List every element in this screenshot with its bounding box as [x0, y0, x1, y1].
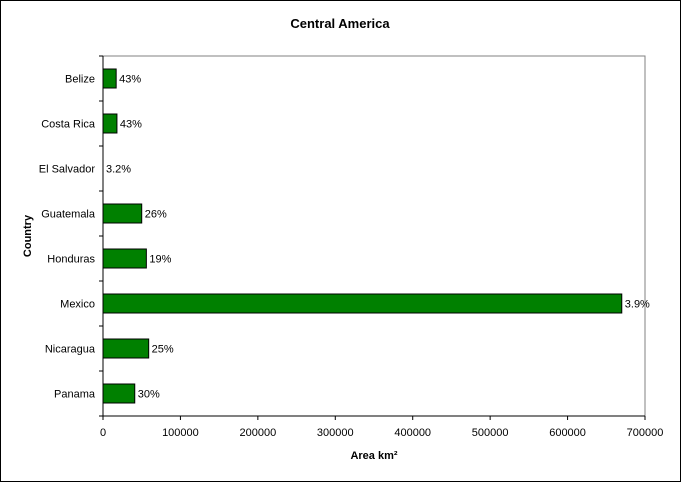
y-tick-label: Costa Rica [41, 119, 96, 131]
y-tick-label: Nicaragua [45, 344, 96, 356]
data-label: 43% [120, 119, 142, 131]
y-tick-label: Belize [65, 74, 95, 86]
bar-nicaragua [102, 338, 150, 359]
y-tick-label: Panama [54, 389, 96, 401]
y-tick-label: Guatemala [41, 209, 96, 221]
data-label: 3.2% [106, 164, 131, 176]
y-tick-label: Honduras [47, 254, 95, 266]
bar-guatemala [102, 203, 143, 224]
x-tick-label: 100000 [162, 427, 199, 439]
bar-honduras [102, 248, 147, 269]
plot-area [102, 55, 646, 417]
data-label: 3.9% [625, 299, 650, 311]
x-tick-label: 700000 [627, 427, 664, 439]
bar-mexico [102, 293, 623, 314]
x-tick-label: 600000 [549, 427, 586, 439]
x-tick-label: 500000 [472, 427, 509, 439]
bar-belize [102, 68, 117, 89]
data-label: 30% [138, 389, 160, 401]
y-tick-label: El Salvador [39, 164, 96, 176]
x-axis-title: Area km² [350, 450, 397, 462]
y-tick-label: Mexico [60, 299, 95, 311]
bar-costa-rica [102, 113, 118, 134]
x-tick-label: 200000 [239, 427, 276, 439]
data-label: 19% [149, 254, 171, 266]
y-axis-title: Country [22, 214, 34, 257]
data-label: 26% [145, 209, 167, 221]
data-label: 43% [119, 74, 141, 86]
x-tick-label: 0 [100, 427, 106, 439]
x-tick-label: 400000 [394, 427, 431, 439]
chart-title: Central America [290, 16, 390, 31]
bar-panama [102, 383, 136, 404]
x-tick-label: 300000 [317, 427, 354, 439]
data-label: 25% [152, 344, 174, 356]
